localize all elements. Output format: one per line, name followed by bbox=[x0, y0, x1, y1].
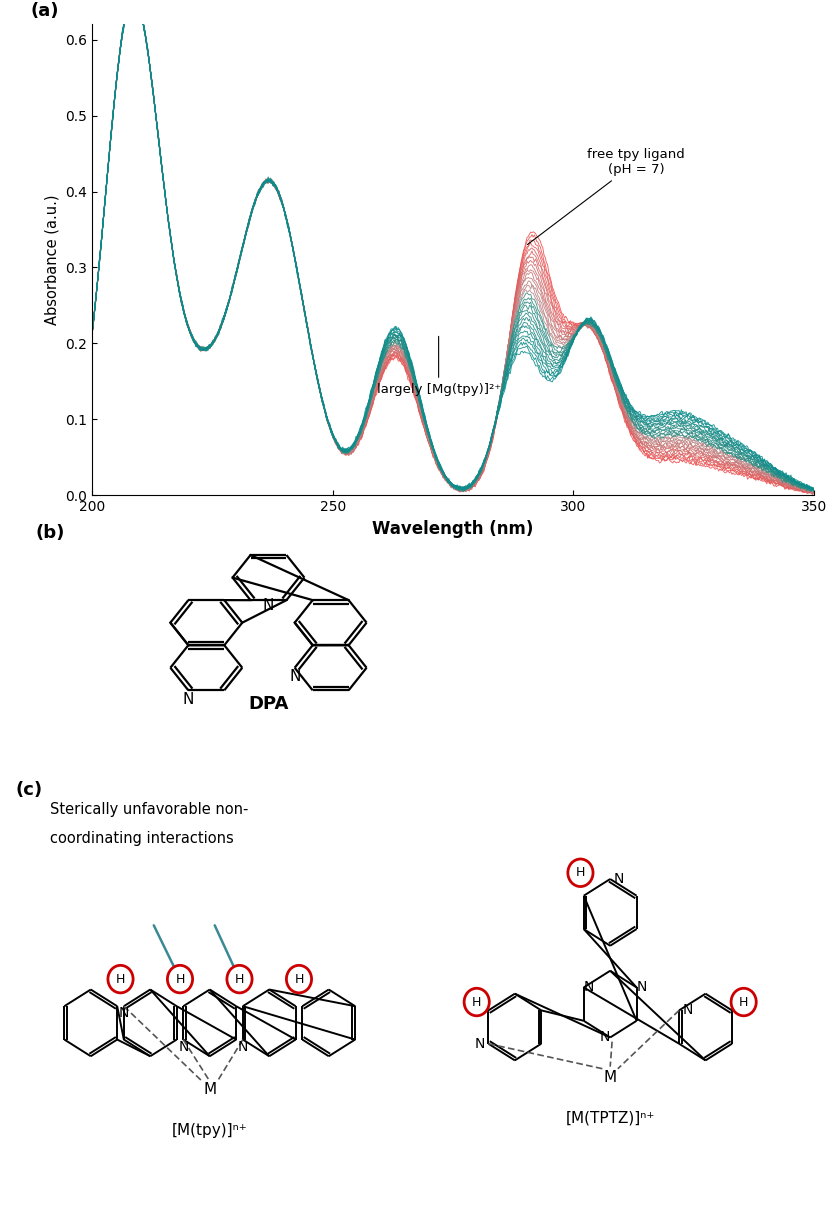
Circle shape bbox=[227, 965, 252, 993]
Text: DPA: DPA bbox=[248, 695, 289, 713]
Text: (a): (a) bbox=[31, 1, 60, 20]
Text: N: N bbox=[289, 669, 300, 685]
Text: N: N bbox=[683, 1003, 693, 1018]
Circle shape bbox=[568, 859, 593, 887]
Circle shape bbox=[108, 965, 133, 993]
Text: [M(TPTZ)]ⁿ⁺: [M(TPTZ)]ⁿ⁺ bbox=[565, 1110, 655, 1125]
Text: H: H bbox=[472, 996, 482, 1009]
Text: N: N bbox=[183, 692, 194, 707]
Text: N: N bbox=[474, 1037, 485, 1051]
Text: M: M bbox=[603, 1070, 617, 1085]
Text: [M(tpy)]ⁿ⁺: [M(tpy)]ⁿ⁺ bbox=[172, 1123, 248, 1137]
Circle shape bbox=[731, 988, 756, 1016]
Text: N: N bbox=[237, 1040, 248, 1053]
Circle shape bbox=[168, 965, 193, 993]
Text: (c): (c) bbox=[15, 781, 43, 799]
Text: H: H bbox=[116, 972, 125, 986]
Text: N: N bbox=[637, 981, 647, 994]
Text: N: N bbox=[614, 872, 624, 885]
Text: (b): (b) bbox=[36, 523, 65, 542]
Text: free tpy ligand
(pH = 7): free tpy ligand (pH = 7) bbox=[528, 148, 685, 245]
Text: H: H bbox=[294, 972, 304, 986]
Text: coordinating interactions: coordinating interactions bbox=[50, 832, 233, 846]
Y-axis label: Absorbance (a.u.): Absorbance (a.u.) bbox=[44, 194, 60, 325]
Circle shape bbox=[464, 988, 489, 1016]
Text: H: H bbox=[235, 972, 244, 986]
Text: H: H bbox=[739, 996, 748, 1009]
Text: N: N bbox=[600, 1031, 610, 1044]
Text: N: N bbox=[178, 1040, 189, 1053]
Circle shape bbox=[286, 965, 311, 993]
X-axis label: Wavelength (nm): Wavelength (nm) bbox=[373, 520, 534, 538]
Text: Sterically unfavorable non-: Sterically unfavorable non- bbox=[50, 802, 248, 817]
Text: N: N bbox=[584, 981, 594, 994]
Text: H: H bbox=[175, 972, 185, 986]
Text: M: M bbox=[203, 1082, 216, 1097]
Text: N: N bbox=[118, 1007, 129, 1020]
Text: largely [Mg(tpy)]²⁺: largely [Mg(tpy)]²⁺ bbox=[377, 336, 501, 396]
Text: N: N bbox=[263, 598, 274, 613]
Text: H: H bbox=[576, 866, 585, 879]
